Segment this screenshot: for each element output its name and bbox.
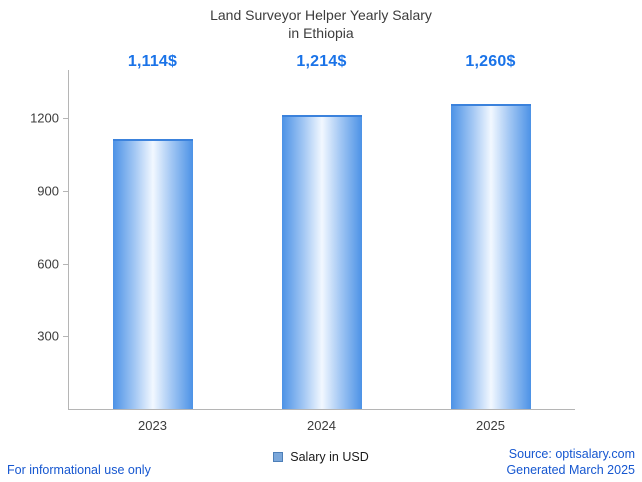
disclaimer-text: For informational use only [7,463,151,477]
x-label-2025: 2025 [476,418,505,433]
chart-title: Land Surveyor Helper Yearly Salary in Et… [0,6,642,42]
bar-2025[interactable] [450,103,531,409]
y-tick-label: 900 [37,183,59,199]
bar-2023[interactable] [113,139,194,409]
chart-title-line2: in Ethiopia [288,25,354,42]
generated-text: Generated March 2025 [506,462,635,477]
value-label-2024: 1,214$ [296,53,347,70]
y-tick-mark [63,118,69,120]
y-tick-label: 600 [37,256,59,272]
x-label-2023: 2023 [138,418,167,433]
legend-label: Salary in USD [290,450,369,464]
y-tick-mark [63,336,69,338]
x-axis-labels: 2023 2024 2025 [68,418,575,433]
value-label-2025: 1,260$ [465,53,516,70]
bar-slot-2023 [69,70,238,409]
source-block: Source: optisalary.com Generated March 2… [506,446,635,479]
plot-area: 300 600 900 1200 [30,70,575,410]
legend-marker-icon [273,452,284,462]
bars-row [69,70,575,409]
value-label-2023: 1,114$ [127,53,178,70]
y-tick-label: 1200 [30,110,59,126]
chart-title-line1: Land Surveyor Helper Yearly Salary [210,7,432,23]
x-label-2024: 2024 [307,418,336,433]
bar-slot-2025 [406,70,575,409]
bar-slot-2024 [238,70,407,409]
source-link[interactable]: Source: optisalary.com [508,446,635,461]
value-labels-row: 1,114$ 1,214$ 1,260$ [68,53,575,71]
y-tick-mark [63,191,69,193]
legend-item-salary[interactable]: Salary in USD [0,450,642,464]
y-tick-mark [63,263,69,265]
y-tick-label: 300 [37,328,59,344]
bar-2024[interactable] [282,115,362,409]
